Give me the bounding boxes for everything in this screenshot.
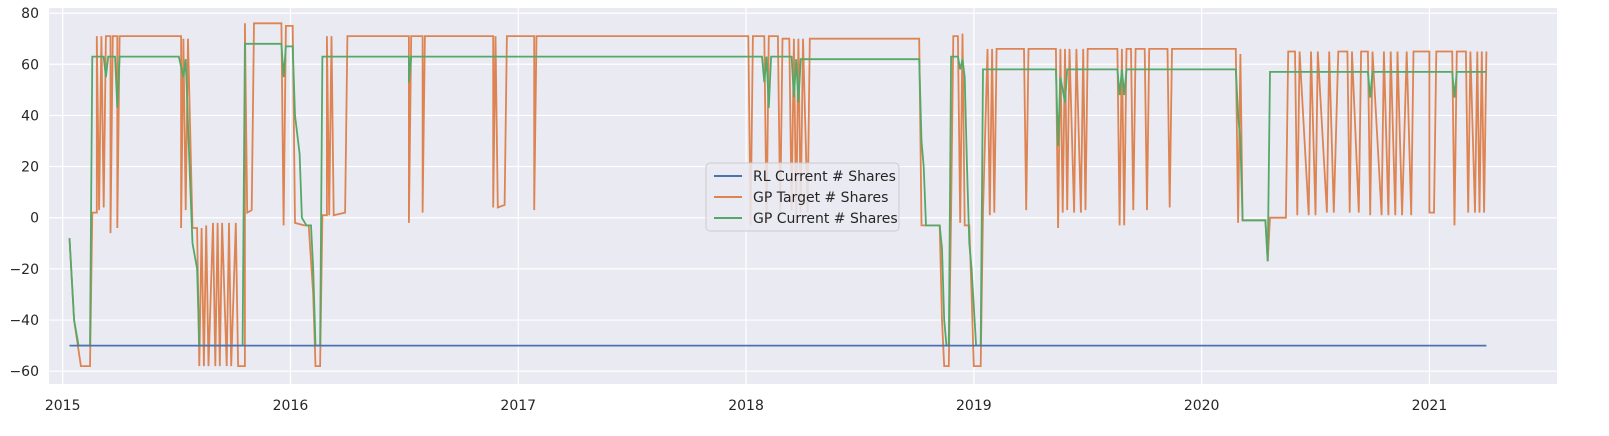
legend-label-1: GP Target # Shares xyxy=(753,190,888,206)
x-tick-label: 2015 xyxy=(45,398,81,414)
x-tick-label: 2020 xyxy=(1184,398,1220,414)
y-tick-label: 60 xyxy=(21,57,39,73)
series-layer xyxy=(68,22,1488,367)
y-tick-label: 20 xyxy=(21,160,39,176)
x-tick-label: 2019 xyxy=(956,398,992,414)
y-tick-label: −40 xyxy=(9,313,39,329)
x-tick-label: 2017 xyxy=(500,398,536,414)
y-tick-label: 0 xyxy=(30,211,39,227)
x-axis: 2015 2016 2017 2018 2019 2020 2021 xyxy=(45,398,1447,414)
legend-box xyxy=(705,162,900,232)
y-tick-label: −60 xyxy=(9,364,39,380)
x-tick-label: 2021 xyxy=(1412,398,1448,414)
series-line-2 xyxy=(68,42,1487,347)
y-tick-label: −20 xyxy=(9,262,39,278)
x-tick-label: 2018 xyxy=(728,398,764,414)
legend: RL Current # Shares GP Target # Shares GP … xyxy=(705,162,900,232)
y-tick-label: 80 xyxy=(21,6,39,22)
legend-label-2: GP Current # Shares xyxy=(753,211,898,227)
series-line-1 xyxy=(68,22,1488,367)
x-tick-label: 2016 xyxy=(273,398,309,414)
legend-label-0: RL Current # Shares xyxy=(753,169,896,185)
y-axis: −60 −40 −20 0 20 40 60 80 xyxy=(9,6,39,380)
y-tick-label: 40 xyxy=(21,108,39,124)
